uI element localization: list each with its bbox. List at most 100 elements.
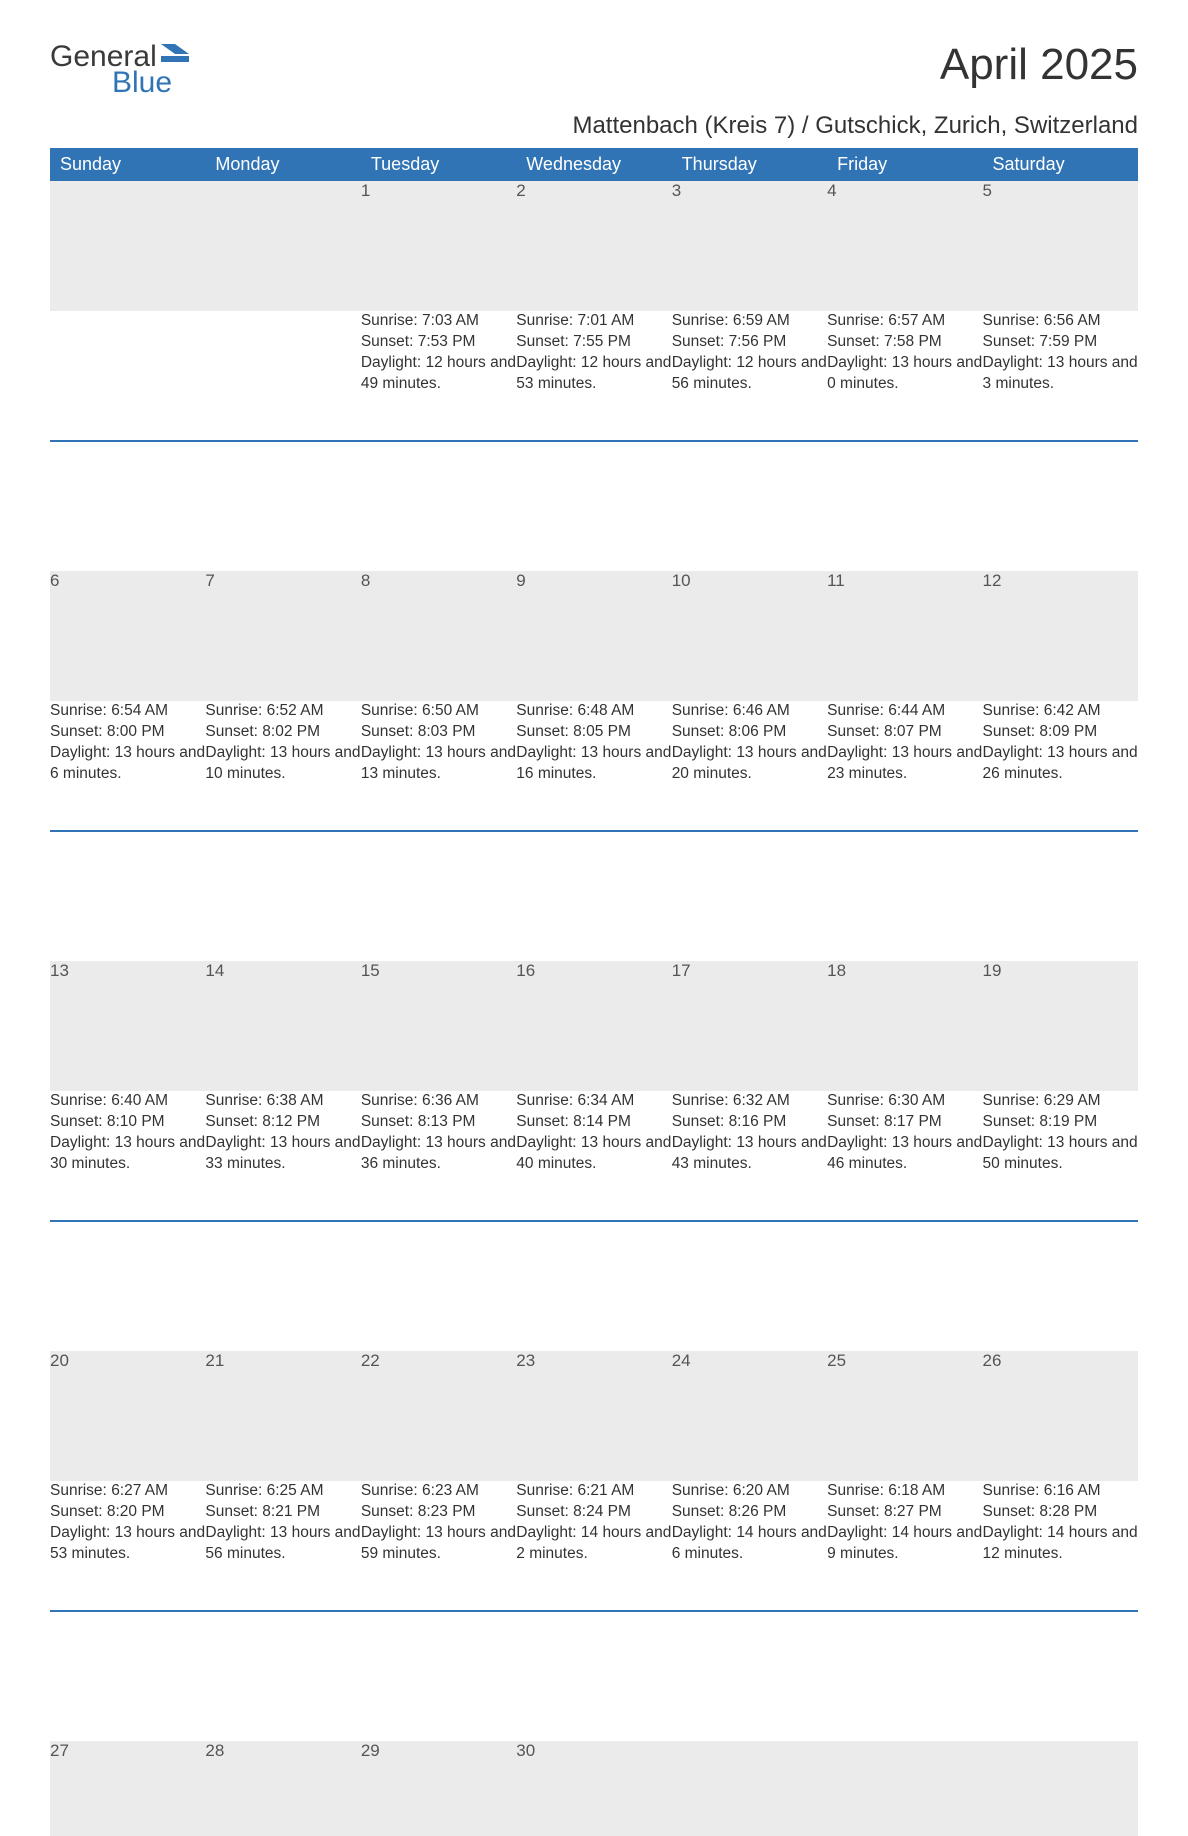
day-cell bbox=[205, 311, 360, 441]
day-number-cell: 27 bbox=[50, 1741, 205, 1836]
sunset-label: Sunset: bbox=[827, 1503, 880, 1520]
sunset-line: Sunset: 8:20 PM bbox=[50, 1502, 205, 1523]
sunrise-line: Sunrise: 6:23 AM bbox=[361, 1481, 516, 1502]
sunset-label: Sunset: bbox=[827, 1113, 880, 1130]
sunset-value: 8:03 PM bbox=[418, 723, 476, 740]
sunset-line: Sunset: 8:00 PM bbox=[50, 722, 205, 743]
day-cell: Sunrise: 6:34 AMSunset: 8:14 PMDaylight:… bbox=[516, 1091, 671, 1221]
sunset-line: Sunset: 8:03 PM bbox=[361, 722, 516, 743]
sunrise-value: 6:38 AM bbox=[267, 1092, 324, 1109]
sunset-line: Sunset: 8:24 PM bbox=[516, 1502, 671, 1523]
daylight-label: Daylight: bbox=[827, 1134, 887, 1151]
sunset-label: Sunset: bbox=[827, 723, 880, 740]
sunset-line: Sunset: 8:26 PM bbox=[672, 1502, 827, 1523]
column-header: Friday bbox=[827, 148, 982, 181]
sunset-label: Sunset: bbox=[205, 1503, 258, 1520]
week-separator bbox=[50, 1611, 1138, 1741]
day-number-cell: 19 bbox=[983, 961, 1138, 1091]
sunset-line: Sunset: 7:59 PM bbox=[983, 332, 1138, 353]
sunset-label: Sunset: bbox=[983, 1503, 1036, 1520]
daylight-line: Daylight: 12 hours and 49 minutes. bbox=[361, 353, 516, 395]
sunrise-value: 6:32 AM bbox=[733, 1092, 790, 1109]
sunset-label: Sunset: bbox=[672, 723, 725, 740]
daylight-label: Daylight: bbox=[516, 744, 576, 761]
day-number-cell: 12 bbox=[983, 571, 1138, 701]
sunrise-value: 7:01 AM bbox=[577, 312, 634, 329]
sunset-label: Sunset: bbox=[50, 1503, 103, 1520]
sunset-line: Sunset: 7:53 PM bbox=[361, 332, 516, 353]
sunset-label: Sunset: bbox=[516, 1503, 569, 1520]
sunrise-value: 6:18 AM bbox=[888, 1482, 945, 1499]
day-number-row: 12345 bbox=[50, 181, 1138, 311]
sunrise-label: Sunrise: bbox=[516, 312, 573, 329]
calendar-table: SundayMondayTuesdayWednesdayThursdayFrid… bbox=[50, 148, 1138, 1836]
day-number-cell: 8 bbox=[361, 571, 516, 701]
daylight-line: Daylight: 13 hours and 50 minutes. bbox=[983, 1133, 1138, 1175]
day-content-row: Sunrise: 6:54 AMSunset: 8:00 PMDaylight:… bbox=[50, 701, 1138, 831]
daylight-label: Daylight: bbox=[983, 354, 1043, 371]
day-number-cell: 30 bbox=[516, 1741, 671, 1836]
daylight-line: Daylight: 14 hours and 12 minutes. bbox=[983, 1523, 1138, 1565]
day-number-cell bbox=[672, 1741, 827, 1836]
sunset-line: Sunset: 8:16 PM bbox=[672, 1112, 827, 1133]
day-number-cell: 22 bbox=[361, 1351, 516, 1481]
day-cell: Sunrise: 6:18 AMSunset: 8:27 PMDaylight:… bbox=[827, 1481, 982, 1611]
sunset-value: 8:06 PM bbox=[729, 723, 787, 740]
daylight-label: Daylight: bbox=[672, 1524, 732, 1541]
column-header: Thursday bbox=[672, 148, 827, 181]
column-header: Wednesday bbox=[516, 148, 671, 181]
sunset-value: 8:14 PM bbox=[573, 1113, 631, 1130]
daylight-line: Daylight: 13 hours and 36 minutes. bbox=[361, 1133, 516, 1175]
sunset-label: Sunset: bbox=[50, 723, 103, 740]
day-cell: Sunrise: 6:59 AMSunset: 7:56 PMDaylight:… bbox=[672, 311, 827, 441]
daylight-label: Daylight: bbox=[361, 1134, 421, 1151]
sunrise-value: 6:21 AM bbox=[577, 1482, 634, 1499]
day-cell: Sunrise: 6:56 AMSunset: 7:59 PMDaylight:… bbox=[983, 311, 1138, 441]
sunrise-line: Sunrise: 7:03 AM bbox=[361, 311, 516, 332]
sunrise-value: 6:27 AM bbox=[111, 1482, 168, 1499]
sunset-line: Sunset: 7:58 PM bbox=[827, 332, 982, 353]
daylight-line: Daylight: 13 hours and 53 minutes. bbox=[50, 1523, 205, 1565]
daylight-line: Daylight: 13 hours and 43 minutes. bbox=[672, 1133, 827, 1175]
day-number-cell: 11 bbox=[827, 571, 982, 701]
day-cell: Sunrise: 6:48 AMSunset: 8:05 PMDaylight:… bbox=[516, 701, 671, 831]
day-number-cell bbox=[827, 1741, 982, 1836]
daylight-line: Daylight: 13 hours and 20 minutes. bbox=[672, 743, 827, 785]
sunrise-label: Sunrise: bbox=[983, 1482, 1040, 1499]
day-number-cell: 1 bbox=[361, 181, 516, 311]
sunrise-value: 6:36 AM bbox=[422, 1092, 479, 1109]
sunrise-label: Sunrise: bbox=[361, 1092, 418, 1109]
day-number-cell: 16 bbox=[516, 961, 671, 1091]
sunrise-line: Sunrise: 6:38 AM bbox=[205, 1091, 360, 1112]
sunrise-line: Sunrise: 6:18 AM bbox=[827, 1481, 982, 1502]
logo: General Blue bbox=[50, 40, 189, 100]
sunrise-value: 6:52 AM bbox=[267, 702, 324, 719]
sunset-value: 8:13 PM bbox=[418, 1113, 476, 1130]
sunrise-label: Sunrise: bbox=[205, 1482, 262, 1499]
sunrise-line: Sunrise: 6:57 AM bbox=[827, 311, 982, 332]
sunset-label: Sunset: bbox=[516, 723, 569, 740]
sunrise-label: Sunrise: bbox=[672, 312, 729, 329]
daylight-label: Daylight: bbox=[827, 744, 887, 761]
day-number-row: 13141516171819 bbox=[50, 961, 1138, 1091]
day-content-row: Sunrise: 6:27 AMSunset: 8:20 PMDaylight:… bbox=[50, 1481, 1138, 1611]
daylight-label: Daylight: bbox=[50, 1134, 110, 1151]
daylight-line: Daylight: 13 hours and 46 minutes. bbox=[827, 1133, 982, 1175]
day-cell: Sunrise: 7:03 AMSunset: 7:53 PMDaylight:… bbox=[361, 311, 516, 441]
sunrise-value: 6:59 AM bbox=[733, 312, 790, 329]
daylight-label: Daylight: bbox=[361, 1524, 421, 1541]
sunset-line: Sunset: 8:09 PM bbox=[983, 722, 1138, 743]
sunset-value: 8:17 PM bbox=[884, 1113, 942, 1130]
day-number-cell: 21 bbox=[205, 1351, 360, 1481]
sunset-line: Sunset: 8:23 PM bbox=[361, 1502, 516, 1523]
sunrise-value: 6:29 AM bbox=[1044, 1092, 1101, 1109]
sunset-value: 8:16 PM bbox=[729, 1113, 787, 1130]
sunset-label: Sunset: bbox=[983, 333, 1036, 350]
sunrise-line: Sunrise: 6:44 AM bbox=[827, 701, 982, 722]
day-number-cell: 14 bbox=[205, 961, 360, 1091]
day-number-row: 20212223242526 bbox=[50, 1351, 1138, 1481]
daylight-line: Daylight: 13 hours and 16 minutes. bbox=[516, 743, 671, 785]
daylight-line: Daylight: 14 hours and 2 minutes. bbox=[516, 1523, 671, 1565]
sunset-line: Sunset: 8:27 PM bbox=[827, 1502, 982, 1523]
sunrise-label: Sunrise: bbox=[516, 1482, 573, 1499]
